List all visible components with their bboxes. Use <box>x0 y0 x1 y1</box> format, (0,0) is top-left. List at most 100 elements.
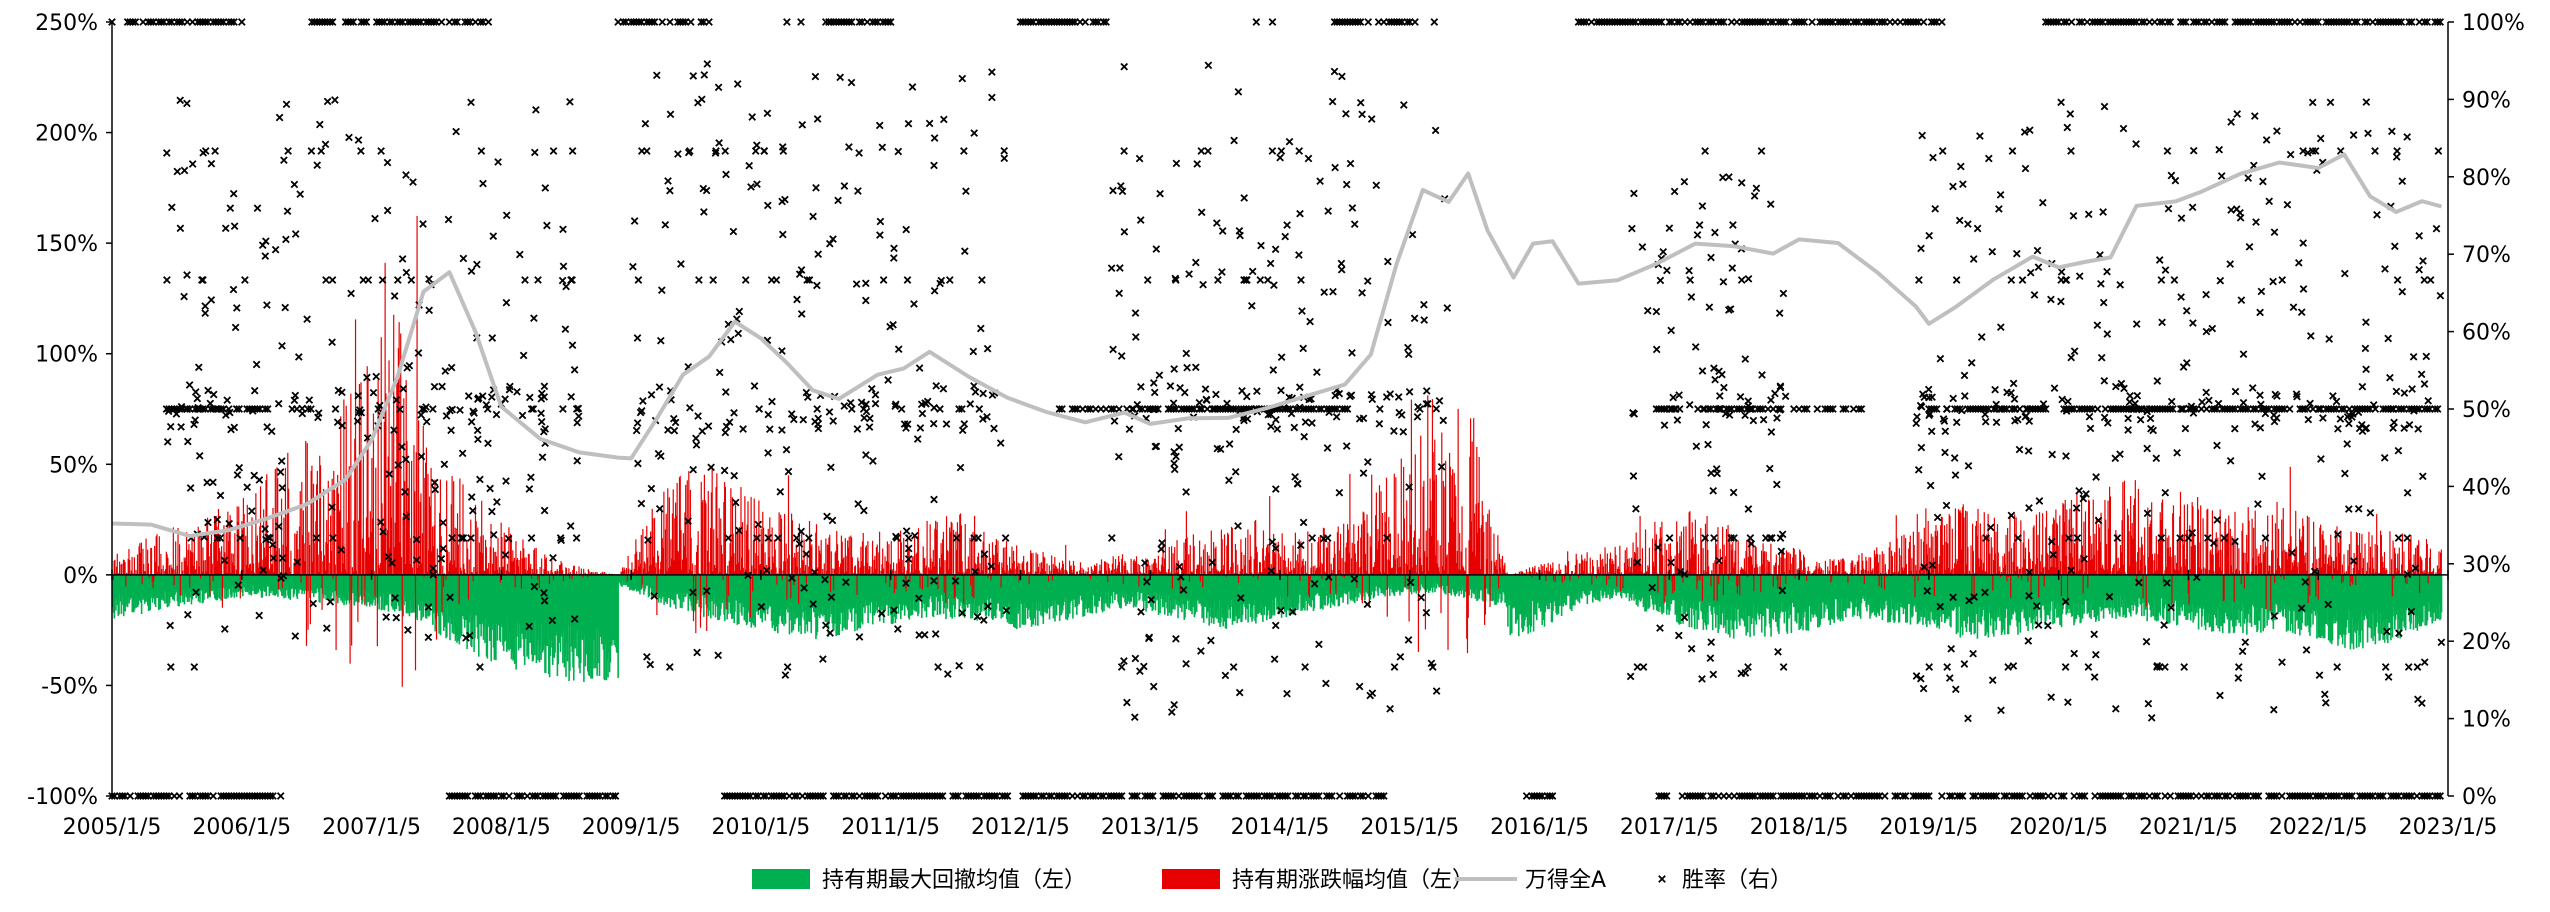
return-bar <box>1357 525 1360 575</box>
return-bar <box>1488 509 1490 575</box>
return-bar <box>1255 519 1257 575</box>
return-bar <box>878 552 880 575</box>
return-bar <box>1000 574 1002 588</box>
return-bar <box>1281 533 1283 575</box>
return-bar <box>1473 513 1476 575</box>
return-bar <box>195 569 197 575</box>
return-bar <box>794 552 796 575</box>
return-bar <box>509 533 512 575</box>
return-bar <box>415 452 417 575</box>
return-bar <box>382 531 385 575</box>
return-bar <box>447 571 449 575</box>
return-bar <box>130 570 132 575</box>
return-bar <box>1227 532 1229 575</box>
return-bar <box>1481 501 1483 575</box>
return-bar <box>864 547 867 575</box>
return-bar <box>1164 529 1166 575</box>
return-bar <box>1657 574 1659 593</box>
return-bar <box>1135 561 1137 575</box>
return-bar <box>123 560 125 575</box>
return-bar <box>1409 474 1411 575</box>
return-bar <box>1400 458 1402 575</box>
return-bar <box>1052 564 1054 575</box>
return-bar <box>1143 572 1145 575</box>
return-bar <box>1542 566 1544 575</box>
return-bar <box>707 491 709 575</box>
return-bar <box>679 476 681 575</box>
return-bar <box>968 568 970 575</box>
return-bar <box>1367 533 1369 575</box>
return-bar <box>210 530 213 575</box>
return-bar <box>753 498 755 575</box>
return-bar <box>506 563 508 575</box>
return-bar <box>955 531 957 575</box>
drawdown-bar <box>1016 574 1018 630</box>
return-bar <box>673 560 675 575</box>
return-bar <box>655 562 657 575</box>
return-bar <box>1371 572 1374 575</box>
return-bar <box>1119 572 1121 575</box>
return-bar <box>1388 517 1390 575</box>
return-bar <box>966 568 968 575</box>
return-bar <box>889 574 891 587</box>
return-bar <box>1030 550 1032 575</box>
return-bar <box>1111 563 1114 575</box>
return-bar <box>458 574 460 605</box>
return-bar <box>932 549 934 575</box>
return-bar <box>481 553 484 575</box>
return-bar <box>1232 562 1234 575</box>
return-bar <box>944 560 946 575</box>
drawdown-bar <box>1597 574 1600 601</box>
return-bar <box>755 553 757 575</box>
return-bar <box>347 470 350 575</box>
return-bar <box>405 380 407 575</box>
return-bar <box>121 563 123 575</box>
return-bar <box>875 547 878 575</box>
return-bar <box>1343 574 1346 578</box>
return-bar <box>1359 567 1361 575</box>
return-bar <box>843 572 846 575</box>
return-bar <box>569 574 571 580</box>
return-bar <box>1122 574 1124 584</box>
return-bar <box>324 570 326 575</box>
return-bar <box>449 560 452 575</box>
return-bar <box>1106 562 1108 575</box>
return-bar <box>830 551 832 575</box>
return-bar <box>1403 466 1405 575</box>
return-bar <box>938 558 941 575</box>
return-bar <box>1426 556 1428 575</box>
return-bar <box>275 551 277 575</box>
return-bar <box>1104 561 1106 575</box>
return-bar <box>491 563 494 575</box>
return-bar <box>311 465 313 575</box>
return-bar <box>931 561 934 575</box>
return-bar <box>1221 539 1223 575</box>
return-bar <box>1247 529 1249 575</box>
return-bar <box>1326 547 1328 575</box>
return-bar <box>1053 568 1055 575</box>
return-bar <box>345 405 347 575</box>
return-bar <box>1415 564 1417 575</box>
return-bar <box>792 557 794 575</box>
return-bar <box>1318 566 1321 575</box>
return-bar <box>365 517 368 575</box>
return-bar <box>246 504 248 575</box>
return-bar <box>1054 565 1057 575</box>
return-bar <box>245 535 247 575</box>
return-bar <box>731 497 734 575</box>
return-bar <box>394 522 396 575</box>
return-bar <box>911 556 913 575</box>
return-bar <box>467 548 469 575</box>
return-bar <box>998 561 1001 575</box>
return-bar <box>620 571 622 575</box>
return-bar <box>1364 553 1367 575</box>
return-bar <box>867 541 869 575</box>
return-bar <box>1234 543 1237 575</box>
return-bar <box>1118 561 1121 575</box>
return-bar <box>572 566 575 575</box>
return-bar <box>419 502 421 575</box>
return-bar <box>1501 555 1504 575</box>
return-bar <box>926 520 928 575</box>
return-bar <box>952 529 955 575</box>
return-bar <box>1606 574 1608 585</box>
